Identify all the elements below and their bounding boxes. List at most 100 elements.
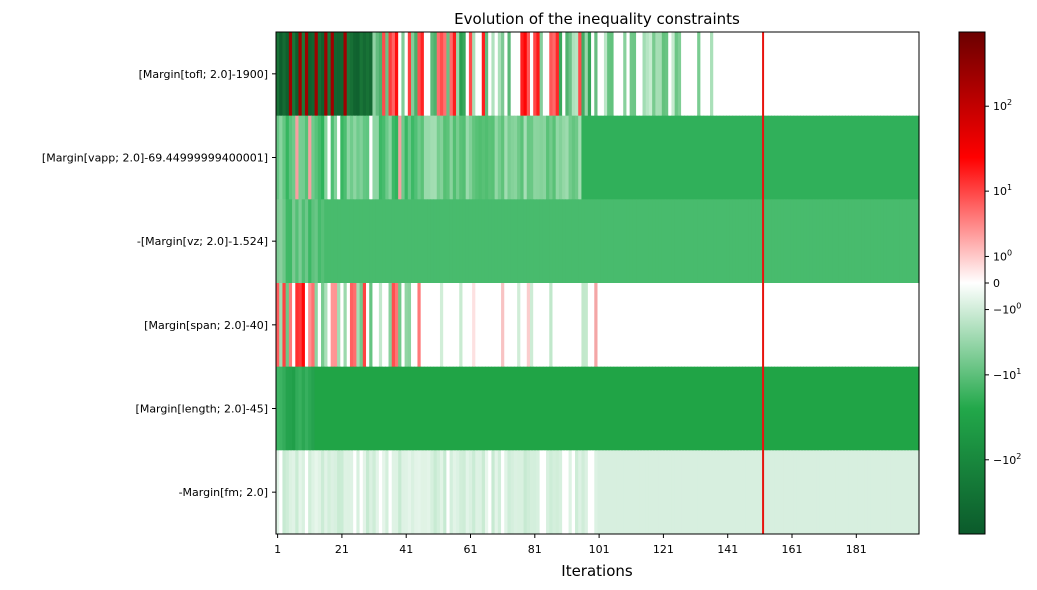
heatmap-cell [838,32,843,117]
heatmap-cell [420,283,425,368]
heatmap-cell [443,32,447,117]
heatmap-cell [575,450,579,535]
heatmap-cell [703,283,708,368]
heatmap-cell [504,450,509,535]
heatmap-cell [513,366,518,451]
heatmap-cell [562,450,566,535]
heatmap-cell [484,32,489,117]
heatmap-cell [735,115,740,200]
heatmap-cell [790,283,795,368]
heatmap-cell [738,32,743,117]
heatmap-cell [497,115,502,200]
heatmap-cell [520,32,525,117]
heatmap-cell [330,283,335,368]
heatmap-cell [800,283,804,368]
heatmap-cell [767,366,772,451]
heatmap-cell [439,115,444,200]
heatmap-cell [722,366,727,451]
heatmap-cell [632,115,637,200]
heatmap-cell [713,199,718,284]
heatmap-cell [629,32,634,117]
heatmap-cell [478,283,483,368]
heatmap-cell [690,366,695,451]
heatmap-cell [639,199,644,284]
heatmap-cell [806,115,811,200]
heatmap-cell [616,283,621,368]
heatmap-cell [292,366,296,451]
heatmap-cell [697,32,701,117]
heatmap-cell [314,199,319,284]
heatmap-cell [288,366,293,451]
heatmap-cell [304,115,309,200]
heatmap-cell [600,115,605,200]
heatmap-cell [337,283,341,368]
heatmap-cell [674,366,679,451]
heatmap-cell [308,366,312,451]
heatmap-cell [465,450,470,535]
heatmap-cell [800,366,804,451]
heatmap-cell [899,199,904,284]
heatmap-cell [340,283,345,368]
heatmap-cell [851,450,856,535]
heatmap-cell [372,115,377,200]
heatmap-cell [301,366,306,451]
heatmap-cell [816,115,820,200]
heatmap-cell [308,115,312,200]
heatmap-cell [816,366,820,451]
heatmap-cell [774,283,779,368]
heatmap-cell [841,366,846,451]
heatmap-cell [893,115,898,200]
y-tick-label: -Margin[fm; 2.0] [179,486,268,499]
heatmap-cell [697,366,701,451]
heatmap-cell [732,366,737,451]
heatmap-cell [558,450,563,535]
heatmap-cell [591,283,595,368]
heatmap-cell [828,366,833,451]
heatmap-cell [549,450,554,535]
heatmap-cell [693,366,698,451]
heatmap-cell [636,199,640,284]
heatmap-cell [411,366,415,451]
heatmap-cell [812,366,817,451]
heatmap-cell [407,366,412,451]
heatmap-cell [822,366,827,451]
heatmap-cell [636,450,640,535]
heatmap-cell [870,450,875,535]
heatmap-cell [433,450,438,535]
heatmap-cell [626,199,631,284]
heatmap-cell [520,450,525,535]
heatmap-cell [838,283,843,368]
heatmap-cell [436,450,441,535]
heatmap-cell [584,115,589,200]
heatmap-cell [417,283,422,368]
heatmap-cell [324,32,329,117]
heatmap-cell [800,199,804,284]
heatmap-cell [899,366,904,451]
heatmap-cell [665,32,669,117]
heatmap-cell [494,283,499,368]
heatmap-cell [758,115,763,200]
heatmap-cell [745,199,750,284]
heatmap-cell [565,283,570,368]
heatmap-cell [308,450,312,535]
heatmap-cell [642,283,647,368]
heatmap-cell [581,199,586,284]
heatmap-cell [639,283,644,368]
heatmap-cell [822,32,827,117]
heatmap-cell [825,115,830,200]
heatmap-cell [857,283,862,368]
heatmap-cell [594,366,599,451]
heatmap-cell [375,199,380,284]
heatmap-cell [706,366,711,451]
heatmap-cell [880,32,885,117]
heatmap-cell [777,366,782,451]
heatmap-cell [780,32,785,117]
heatmap-cell [478,32,483,117]
heatmap-cell [533,450,538,535]
heatmap-cell [883,366,888,451]
heatmap-cell [671,283,676,368]
heatmap-cell [468,32,473,117]
heatmap-cell [851,283,856,368]
heatmap-cell [848,366,853,451]
heatmap-cell [468,450,473,535]
